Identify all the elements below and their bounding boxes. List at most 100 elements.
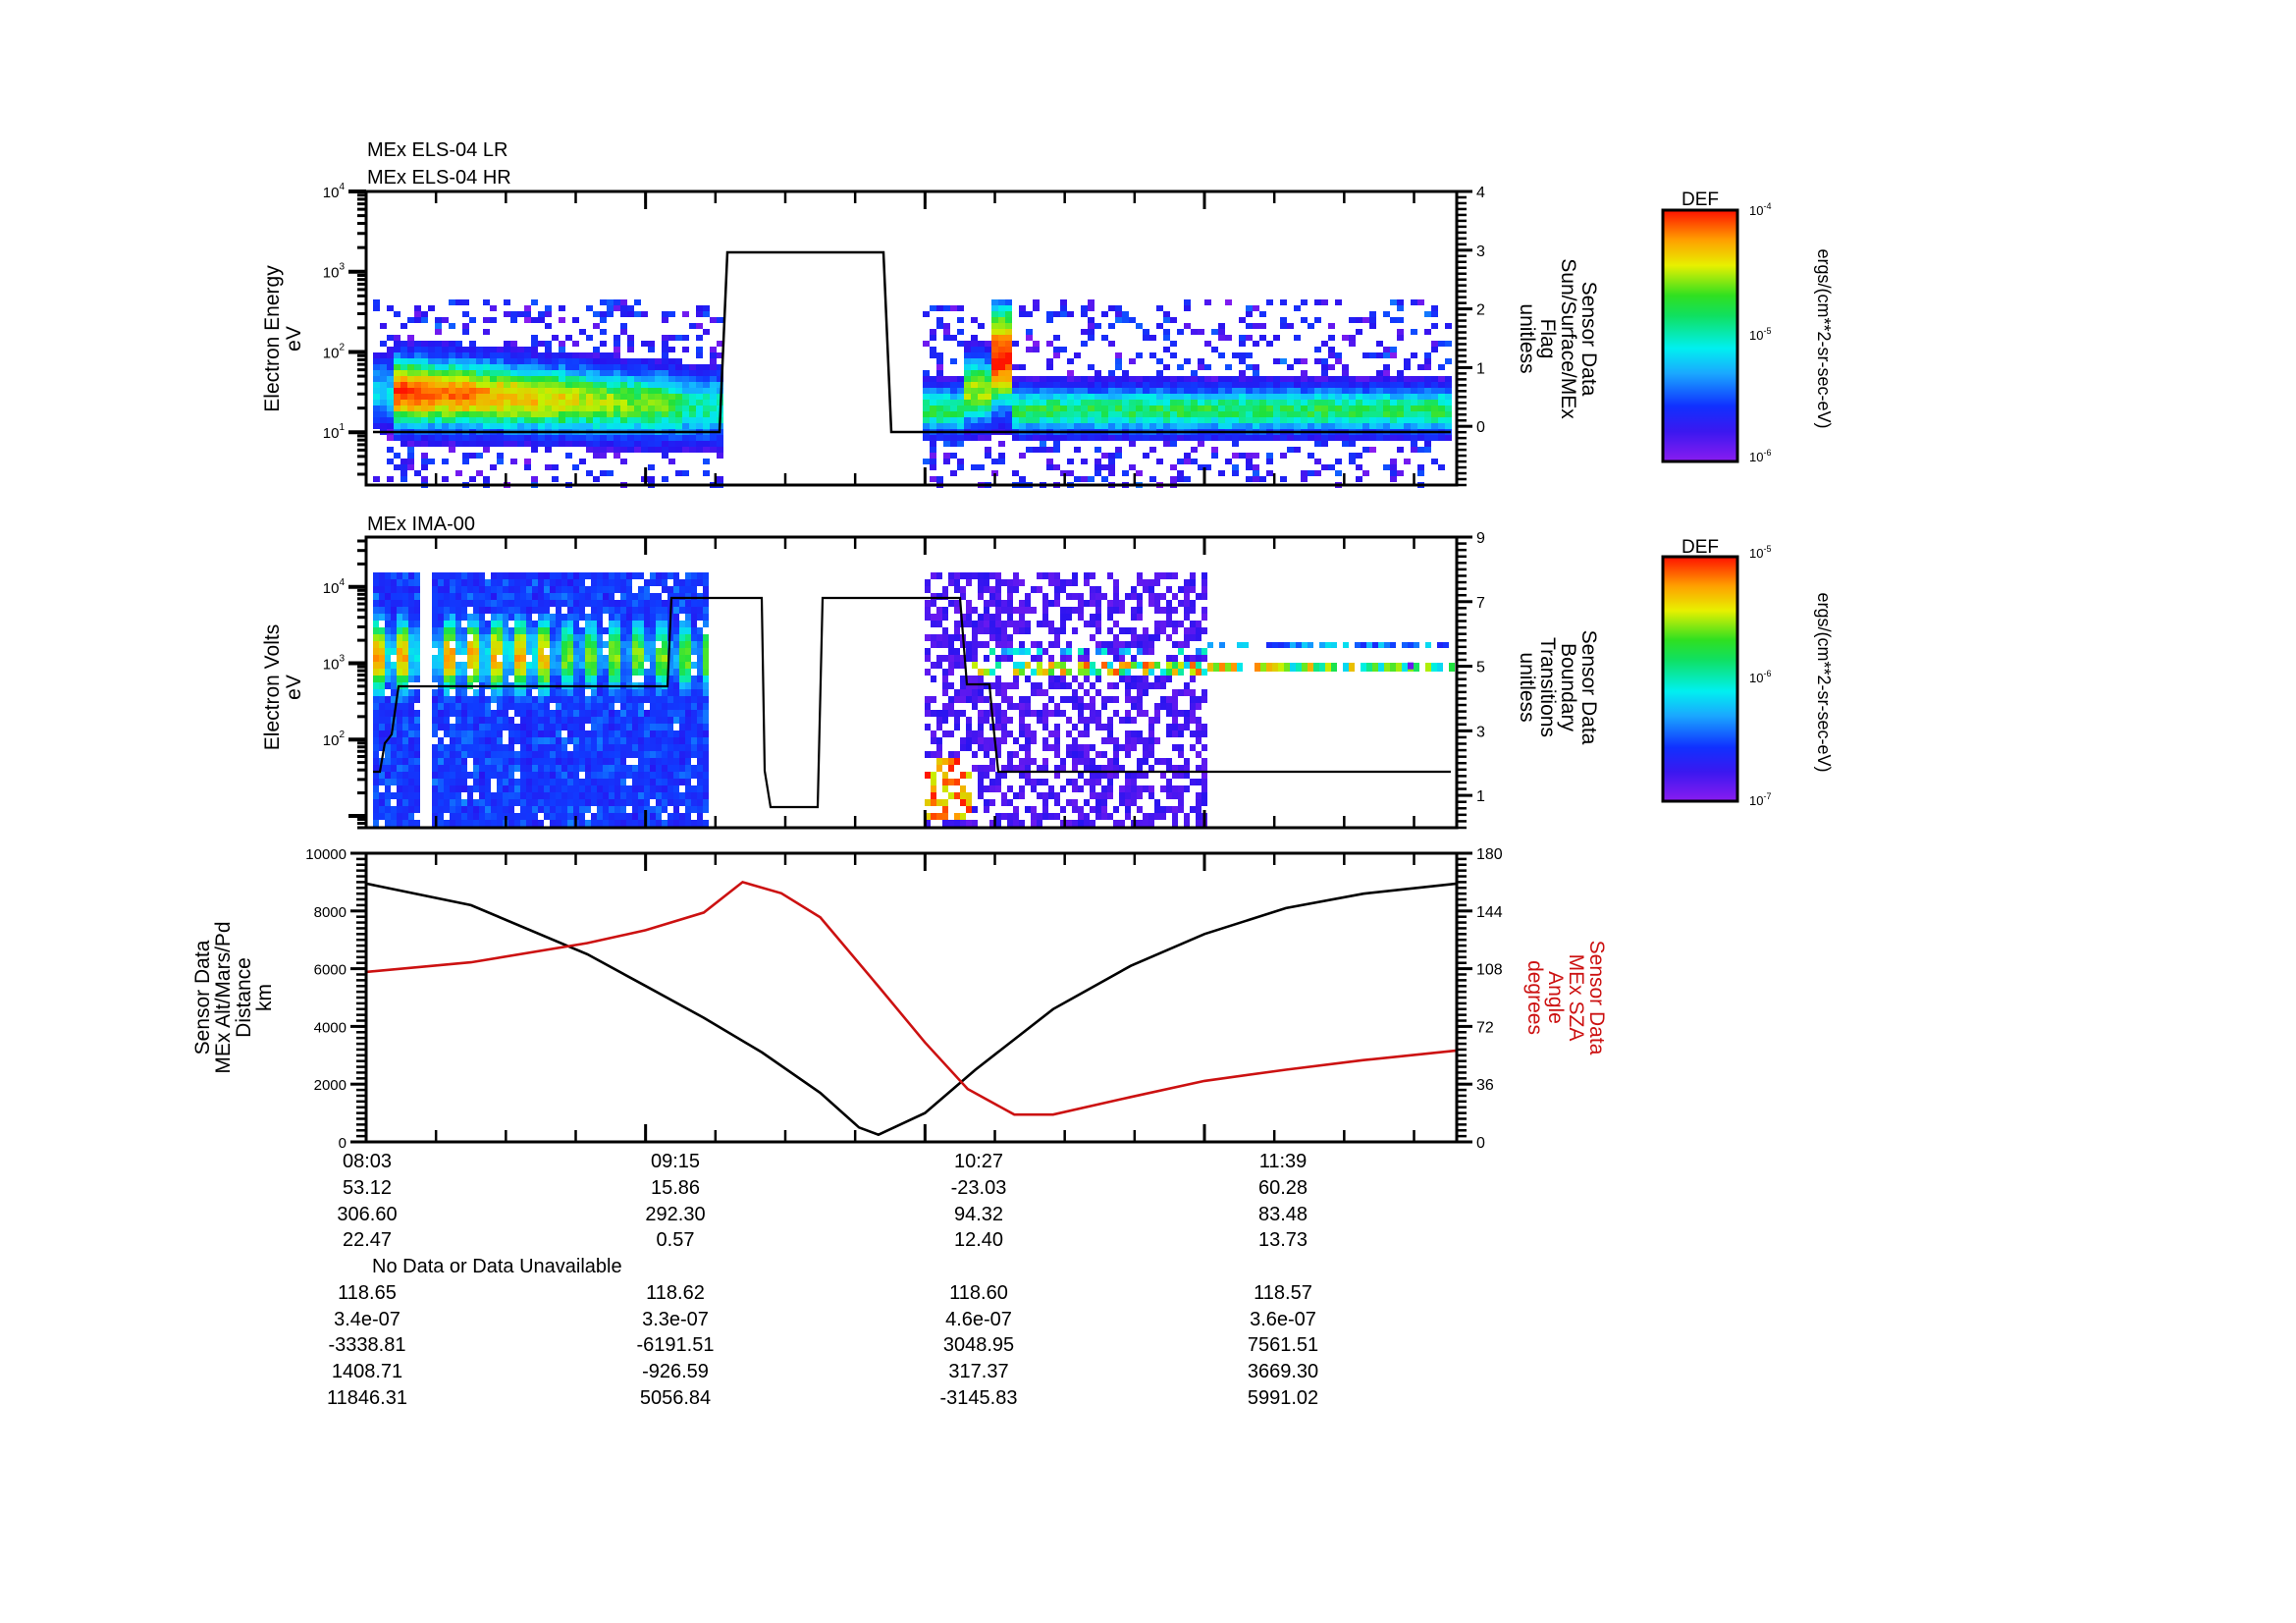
axis-tick-label: 3: [1476, 243, 1485, 260]
table-cell: -3145.83: [939, 1386, 1018, 1409]
axis-tick-label: 0: [1476, 1135, 1485, 1152]
table-cell: 53.12: [342, 1177, 393, 1199]
ima-right-label: Sensor DataBoundaryTransitionsunitless: [1516, 630, 1600, 745]
table-time: 09:15: [650, 1151, 701, 1172]
colorbar-els-units: ergs/(cm**2-sr-sec-eV): [1814, 248, 1834, 428]
table-cell: 13.73: [1257, 1229, 1308, 1252]
table-cell: 5056.84: [639, 1386, 712, 1409]
colorbar-ima-gradient: [1661, 555, 1739, 803]
axis-tick-label: 8000: [314, 904, 347, 921]
table-time: 10:27: [953, 1151, 1004, 1172]
table-cell: 306.60: [337, 1203, 398, 1225]
table-cell: 118.57: [1254, 1281, 1312, 1304]
colorbar-els-max: 10-4: [1749, 201, 1771, 218]
colorbar-els: DEF 10-4 10-5 10-6 ergs/(cm**2-sr-sec-eV…: [1661, 189, 1834, 464]
axis-tick-label: 36: [1476, 1077, 1494, 1094]
axis-tick-label: 180: [1476, 846, 1503, 863]
axis-tick-label: 102: [323, 342, 346, 361]
table-cell: 94.32: [953, 1203, 1004, 1225]
axis-tick-label: 108: [1476, 962, 1503, 979]
table-cell: 12.40: [953, 1229, 1004, 1252]
orbit-x-ticks: [364, 853, 1415, 1142]
axis-tick-label: 1: [1476, 788, 1485, 805]
table-cell: 3669.30: [1247, 1360, 1319, 1382]
table-cell: 3.4e-07: [334, 1308, 400, 1330]
colorbar-els-gradient: [1661, 208, 1739, 463]
orbit-right-axis: 0 36 72 108 144 180: [1457, 846, 1503, 1152]
table-cell: 7561.51: [1247, 1334, 1319, 1357]
els-ylabel: Electron EnergyeV: [261, 265, 305, 412]
ima-spectrogram: [373, 572, 1455, 827]
table-cell: 118.65: [338, 1281, 397, 1304]
axis-tick-label: 2000: [314, 1077, 347, 1094]
axis-tick-label: 103: [323, 262, 346, 282]
table-cell: -3338.81: [328, 1334, 406, 1357]
axis-tick-label: 4: [1476, 185, 1485, 201]
els-x-ticks: [364, 191, 1415, 485]
colorbar-els-title: DEF: [1682, 189, 1719, 210]
table-cell: 11846.31: [327, 1386, 407, 1409]
table-time: 08:03: [342, 1151, 393, 1172]
table-cell: -6191.51: [636, 1334, 715, 1357]
orbit-ylabel: Sensor DataMEx Alt/Mars/PdDistancekm: [191, 921, 276, 1073]
colorbar-els-min: 10-6: [1749, 448, 1771, 464]
table-cell: 3048.95: [942, 1334, 1015, 1357]
panel-els-title-hr: MEx ELS-04 HR: [367, 167, 511, 189]
table-cell: 5991.02: [1247, 1386, 1319, 1409]
axis-tick-label: 4000: [314, 1019, 347, 1036]
table-cell: 118.60: [949, 1281, 1008, 1304]
table-cell: 292.30: [645, 1203, 706, 1225]
axis-tick-label: 2: [1476, 302, 1485, 319]
axis-tick-label: 6000: [314, 962, 347, 979]
table-cell: -23.03: [950, 1177, 1007, 1199]
axis-tick-label: 102: [323, 730, 346, 749]
ima-plot-frame: [364, 535, 1459, 830]
colorbar-els-mid: 10-5: [1749, 326, 1771, 343]
colorbar-ima-max: 10-5: [1749, 544, 1771, 561]
table-cell: 118.62: [646, 1281, 705, 1304]
table-cell: 60.28: [1257, 1177, 1308, 1199]
colorbar-ima-title: DEF: [1682, 537, 1719, 558]
axis-tick-label: 144: [1476, 904, 1503, 921]
table-cell: 4.6e-07: [945, 1308, 1012, 1330]
table-cell: 3.3e-07: [642, 1308, 709, 1330]
colorbar-ima-mid: 10-6: [1749, 669, 1771, 685]
table-row-note: No Data or Data Unavailable: [372, 1256, 622, 1278]
panel-els: MEx ELS-04 LR MEx ELS-04 HR 101102103104…: [261, 139, 1600, 488]
table-cell: 83.48: [1257, 1203, 1308, 1225]
orbit-plot-frame: [364, 851, 1459, 1144]
axis-tick-label: 103: [323, 654, 346, 674]
axis-tick-label: 72: [1476, 1019, 1494, 1036]
ima-boundary-line: [373, 596, 1451, 809]
table-cell: -926.59: [642, 1360, 709, 1382]
orbit-left-axis: 0 2000 4000 6000 8000 10000: [305, 846, 366, 1152]
table-cell: 0.57: [656, 1229, 695, 1252]
panel-els-title-lr: MEx ELS-04 LR: [367, 139, 507, 161]
table-cell: 1408.71: [331, 1360, 403, 1382]
els-right-label: Sensor DataSun/Surface/MExFlagunitless: [1516, 258, 1600, 419]
axis-tick-label: 0: [339, 1135, 347, 1152]
table-cell: 317.37: [948, 1360, 1009, 1382]
table-time: 11:39: [1258, 1151, 1308, 1172]
table-cell: 3.6e-07: [1250, 1308, 1316, 1330]
axis-tick-label: 3: [1476, 724, 1485, 740]
axis-tick-label: 104: [323, 182, 346, 201]
ima-ylabel: Electron VoltseV: [261, 624, 305, 750]
axis-tick-label: 9: [1476, 530, 1485, 547]
table-cell: 15.86: [650, 1177, 701, 1199]
panel-orbit: 0 2000 4000 6000 8000 10000 0 36 72 108 144 180 Se…: [191, 846, 1608, 1152]
axis-tick-label: 104: [323, 577, 346, 597]
panel-ima-title: MEx IMA-00: [367, 514, 475, 535]
table-cell: 22.47: [342, 1229, 393, 1252]
axis-tick-label: 1: [1476, 360, 1485, 377]
els-left-axis: 101 102 103 104: [323, 182, 366, 476]
altitude-line: [365, 882, 1458, 1137]
axis-tick-label: 101: [323, 422, 346, 442]
colorbar-ima-min: 10-7: [1749, 791, 1771, 808]
ima-left-axis: 102 103 104: [323, 539, 366, 830]
axis-tick-label: 0: [1476, 419, 1485, 436]
sza-line: [365, 880, 1458, 1116]
orbit-right-label: Sensor DataMEx SZAAngledegrees: [1523, 941, 1608, 1055]
colorbar-ima-units: ergs/(cm**2-sr-sec-eV): [1814, 592, 1834, 772]
